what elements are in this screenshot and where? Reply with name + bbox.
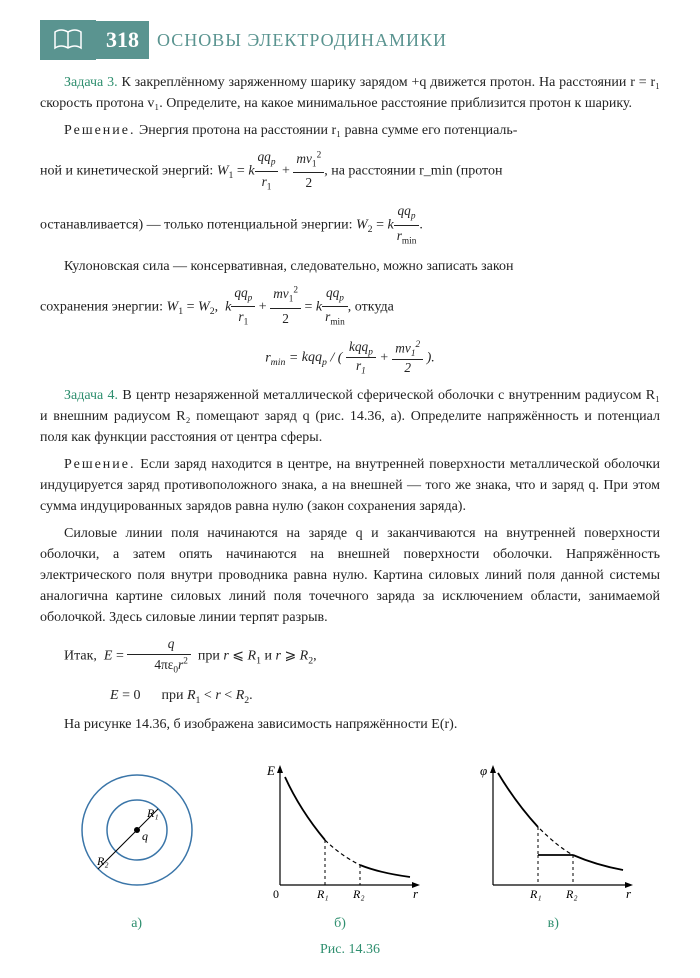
axis-r: r: [413, 886, 419, 901]
task3-line4: Кулоновская сила — консервативная, следо…: [40, 256, 660, 277]
sol-line: , на расстоянии r_min (протон: [324, 163, 502, 178]
tick-R1: R₁: [529, 887, 542, 901]
task3-eq-rmin: rmin = kqqp / ( kqqpr1 + mv122 ).: [40, 339, 660, 377]
final-line: На рисунке 14.36, б изображена зависимос…: [64, 717, 457, 732]
axis-phi: φ: [480, 763, 487, 778]
fig-b-label: б): [255, 916, 425, 932]
figure-a: R₁ R₂ q а): [62, 755, 212, 932]
label-q: q: [142, 829, 148, 843]
figure-b: E r 0 R₁ R₂ б): [255, 755, 425, 932]
task4-sol-p2: Силовые линии поля начинаются на заряде …: [40, 523, 660, 628]
sol-line: сохранения энергии:: [40, 299, 163, 314]
page-number: 318: [96, 21, 149, 59]
task4-eq1: Итак, E = q4πε0r2 при r ⩽ R1 и r ⩾ R2,: [40, 634, 660, 679]
tick-R2: R₂: [352, 887, 365, 901]
label-R1: R₁: [146, 806, 159, 820]
figure-v: φ r R₁ R₂ в): [468, 755, 638, 932]
task4-final: На рисунке 14.36, б изображена зависимос…: [40, 714, 660, 735]
tick-R2: R₂: [565, 887, 578, 901]
sol-line: останавливается) — только потенциальной …: [40, 218, 352, 233]
task3-solution-p1: Решение. Энергия протона на расстоянии r…: [40, 120, 660, 141]
task4-statement: Задача 4. В центр незаряженной металличе…: [40, 385, 660, 448]
task4-eq2: E = 0 при R1 < r < R2.: [40, 685, 660, 708]
task4-label: Задача 4.: [64, 388, 118, 403]
figure-row: R₁ R₂ q а) E r 0: [40, 755, 660, 932]
label-R2: R₂: [96, 854, 109, 868]
task4-sol-p1: Решение. Если заряд находится в центре, …: [40, 454, 660, 517]
solution-label: Решение.: [64, 123, 136, 138]
task3-line5: сохранения энергии: W1 = W2, kqqpr1 + mv…: [40, 283, 660, 331]
solution-label: Решение.: [64, 457, 136, 472]
task3-line2: ной и кинетической энергий: W1 = kqqpr1 …: [40, 147, 660, 195]
task4-body: В центр незаряженной металлической сфери…: [40, 388, 660, 445]
task3-line3: останавливается) — только потенциальной …: [40, 201, 660, 249]
task3-label: Задача 3.: [64, 75, 118, 90]
task3-body: К закреплённому заряженному шарику заряд…: [40, 75, 660, 111]
axis-E: E: [266, 763, 275, 778]
fig-v-label: в): [468, 916, 638, 932]
fig-a-label: а): [62, 916, 212, 932]
sol-line: Силовые линии поля начинаются на заряде …: [40, 526, 660, 625]
sol-line: ной и кинетической энергий:: [40, 163, 213, 178]
axis-zero: 0: [273, 887, 279, 901]
page-header: 318 ОСНОВЫ ЭЛЕКТРОДИНАМИКИ: [40, 20, 660, 60]
sol-line: Энергия протона на расстоянии r₁ равна с…: [139, 123, 517, 138]
sol-line: , откуда: [348, 299, 394, 314]
figure-caption: Рис. 14.36: [40, 942, 660, 958]
chapter-title: ОСНОВЫ ЭЛЕКТРОДИНАМИКИ: [157, 30, 447, 51]
itak-label: Итак,: [64, 649, 97, 664]
sol-line: Кулоновская сила — консервативная, следо…: [64, 259, 513, 274]
task3-statement: Задача 3. К закреплённому заряженному ша…: [40, 72, 660, 114]
tick-R1: R₁: [316, 887, 329, 901]
axis-r: r: [626, 886, 632, 901]
book-icon: [40, 20, 96, 60]
